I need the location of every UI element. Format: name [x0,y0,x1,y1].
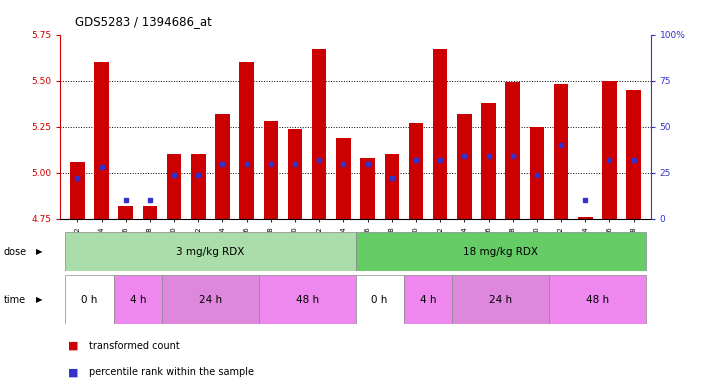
Bar [143,206,157,219]
Text: percentile rank within the sample: percentile rank within the sample [89,367,254,377]
Text: ■: ■ [68,341,78,351]
Bar [554,84,568,219]
Text: 3 mg/kg RDX: 3 mg/kg RDX [176,247,245,257]
Bar [240,62,254,219]
Text: 4 h: 4 h [419,295,437,305]
Text: transformed count: transformed count [89,341,180,351]
Bar [385,154,399,219]
Text: ▶: ▶ [36,295,42,304]
Bar [167,154,181,219]
Text: 24 h: 24 h [199,295,222,305]
Bar [191,154,205,219]
Text: dose: dose [4,247,27,257]
Bar [530,127,544,219]
Text: 18 mg/kg RDX: 18 mg/kg RDX [463,247,538,257]
Bar [65,275,114,324]
Bar [259,275,356,324]
Bar [65,232,356,271]
Bar [356,232,646,271]
Bar [452,275,549,324]
Bar [70,162,85,219]
Bar [288,129,302,219]
Bar [404,275,452,324]
Bar [360,158,375,219]
Text: ■: ■ [68,367,78,377]
Bar [433,49,447,219]
Bar [602,81,616,219]
Bar [481,103,496,219]
Text: 48 h: 48 h [586,295,609,305]
Bar [457,114,471,219]
Bar [114,275,162,324]
Bar [264,121,278,219]
Text: time: time [4,295,26,305]
Bar [312,49,326,219]
Bar [215,114,230,219]
Bar [162,275,259,324]
Bar [409,123,423,219]
Text: 0 h: 0 h [81,295,97,305]
Text: GDS5283 / 1394686_at: GDS5283 / 1394686_at [75,15,212,28]
Bar [95,62,109,219]
Text: 0 h: 0 h [372,295,388,305]
Bar [356,275,404,324]
Bar [626,90,641,219]
Text: 24 h: 24 h [489,295,512,305]
Text: ▶: ▶ [36,247,42,256]
Bar [336,138,351,219]
Bar [578,217,592,219]
Bar [549,275,646,324]
Bar [506,83,520,219]
Text: 48 h: 48 h [296,295,319,305]
Bar [119,206,133,219]
Text: 4 h: 4 h [129,295,146,305]
